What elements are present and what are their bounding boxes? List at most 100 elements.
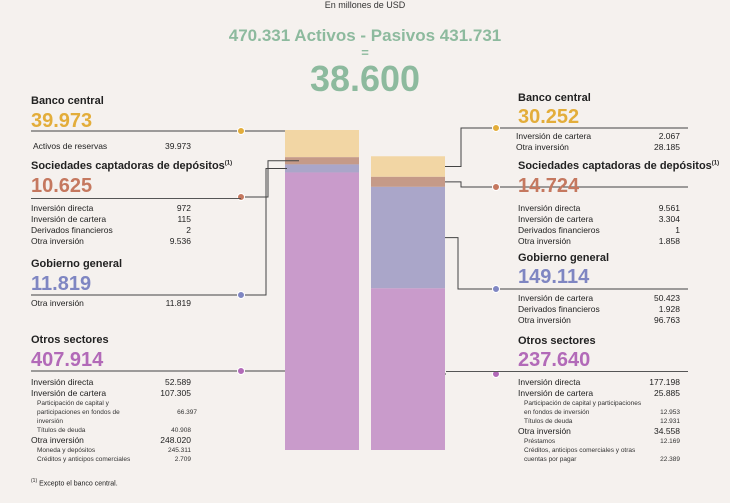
row: Otra inversión 96.763 <box>518 315 680 326</box>
net-position-value: 38.600 <box>309 58 421 99</box>
bar-pasivos-gobierno <box>371 186 445 289</box>
row-label: Otra inversión <box>518 315 571 325</box>
row-value: 2.067 <box>658 131 680 141</box>
row-value: 177.198 <box>649 377 680 387</box>
row-label: Derivados financieros <box>518 225 600 235</box>
row: Otra inversión 248.020 <box>31 435 191 446</box>
row: Derivados financieros 1.928 <box>518 304 680 315</box>
row-value: 22.389 <box>660 456 680 463</box>
row: Otra inversión 9.536 <box>31 236 191 247</box>
row-value: 39.973 <box>165 141 191 151</box>
row-label: Derivados financieros <box>518 304 600 314</box>
footnote-mark: (1) <box>711 160 720 167</box>
bar-activos-banco-central <box>285 130 359 158</box>
row-label: Inversión directa <box>518 377 581 387</box>
bar-pasivos-banco-central <box>371 156 445 177</box>
row-value: 12.953 <box>660 409 680 416</box>
row-label: Otra inversión <box>516 142 569 152</box>
sub-row: Créditos y anticipos comerciales 2.709 <box>31 455 191 464</box>
bar-pasivos-sociedades <box>371 176 445 187</box>
row: Inversión de cartera 3.304 <box>518 214 680 225</box>
row-value: 972 <box>176 203 191 213</box>
row-value: 115 <box>177 214 191 224</box>
row-label: Inversión directa <box>31 377 94 387</box>
left-gg-row: Otra inversión 11.819 <box>31 298 191 309</box>
row: Inversión de cartera 2.067 <box>516 131 680 142</box>
row-label: Derivados financieros <box>31 225 113 235</box>
dot-left-gobierno <box>237 291 245 299</box>
connector-right-gobierno <box>445 237 688 290</box>
row-label: Participación de capital y participacion… <box>37 400 120 425</box>
dot-right-sociedades <box>492 183 500 191</box>
row-value: 12.931 <box>660 418 680 425</box>
dot-left-otros <box>237 367 245 375</box>
row-label: Inversión directa <box>31 203 94 213</box>
sub-row: Participación de capital y participacion… <box>518 399 680 417</box>
row: Derivados financieros 2 <box>31 225 191 236</box>
row-value: 34.558 <box>654 426 680 436</box>
row-label: Inversión de cartera <box>518 293 594 303</box>
sub-row: Títulos de deuda 12.931 <box>518 417 680 426</box>
row-label: Créditos, anticipos comerciales y otras … <box>524 447 636 463</box>
row-label: Inversión de cartera <box>518 388 594 398</box>
footnote: (1) Excepto el banco central. <box>31 478 118 487</box>
row-value: 50.423 <box>654 293 680 303</box>
row: Inversión de cartera 50.423 <box>518 293 680 304</box>
dot-right-gobierno <box>492 285 500 293</box>
row-value: 1 <box>675 225 680 235</box>
row: Inversión directa 9.561 <box>518 203 680 214</box>
row-label: Activos de reservas <box>33 141 108 151</box>
row-value: 2.709 <box>174 456 191 463</box>
row-value: 245.311 <box>167 447 191 454</box>
title-text: Sociedades captadoras de depósitos <box>518 160 712 172</box>
row-value: 248.020 <box>160 435 191 445</box>
row-label: Inversión de cartera <box>31 214 107 224</box>
row-label: Inversión de cartera <box>31 388 107 398</box>
footnote-mark: (1) <box>224 160 233 167</box>
row-label: Otra inversión <box>518 426 571 436</box>
row-value: 3.304 <box>658 214 680 224</box>
row: Derivados financieros 1 <box>518 225 680 236</box>
row: Inversión de cartera 107.305 <box>31 388 191 399</box>
bar-pasivos-otros <box>371 288 445 450</box>
right-otros-rows: Inversión directa 177.198 Inversión de ca… <box>518 377 680 464</box>
row-label: Moneda y depósitos <box>37 447 96 454</box>
left-bc-row: Activos de reservas 39.973 <box>33 141 191 152</box>
row: Inversión directa 52.589 <box>31 377 191 388</box>
footnote-mark: (1) <box>31 478 38 484</box>
right-gobierno-value: 149.114 <box>518 266 590 288</box>
row-label: Inversión de cartera <box>518 214 594 224</box>
right-otros-rule <box>446 371 688 372</box>
bar-activos-otros <box>285 172 359 450</box>
row-value: 96.763 <box>654 315 680 325</box>
row-label: Préstamos <box>524 438 556 445</box>
right-banco-central-title: Banco central <box>518 92 591 104</box>
connector-right-sociedades <box>445 181 688 188</box>
equals-sign: = <box>361 45 369 60</box>
left-banco-central-title: Banco central <box>31 95 104 107</box>
dot-left-banco-central <box>237 127 245 135</box>
left-sociedades-rule <box>31 198 241 199</box>
right-sociedades-value: 14.724 <box>518 175 580 197</box>
row-label: Inversión directa <box>518 203 581 213</box>
right-gobierno-rows: Inversión de cartera 50.423 Derivados fin… <box>518 293 680 326</box>
connector-left-gobierno <box>31 167 287 296</box>
bar-activos-sociedades <box>285 157 359 165</box>
row: Otra inversión 28.185 <box>516 142 680 153</box>
sub-row: Participación de capital y participacion… <box>31 399 197 426</box>
dot-left-sociedades <box>237 193 245 201</box>
row-value: 9.536 <box>169 236 191 246</box>
row-label: Títulos de deuda <box>524 418 573 425</box>
left-sociedades-rows: Inversión directa 972 Inversión de carter… <box>31 203 191 247</box>
row-value: 12.169 <box>660 438 680 445</box>
row-label: Otra inversión <box>31 435 84 445</box>
row-value: 1.928 <box>658 304 680 314</box>
right-otros-value: 237.640 <box>518 349 591 371</box>
row-label: Títulos de deuda <box>37 427 86 434</box>
row-value: 1.858 <box>658 236 680 246</box>
right-sociedades-rows: Inversión directa 9.561 Inversión de cart… <box>518 203 680 247</box>
sub-row: Moneda y depósitos 245.311 <box>31 446 191 455</box>
row: Otra inversión 1.858 <box>518 236 680 247</box>
left-banco-central-value: 39.973 <box>31 110 93 132</box>
